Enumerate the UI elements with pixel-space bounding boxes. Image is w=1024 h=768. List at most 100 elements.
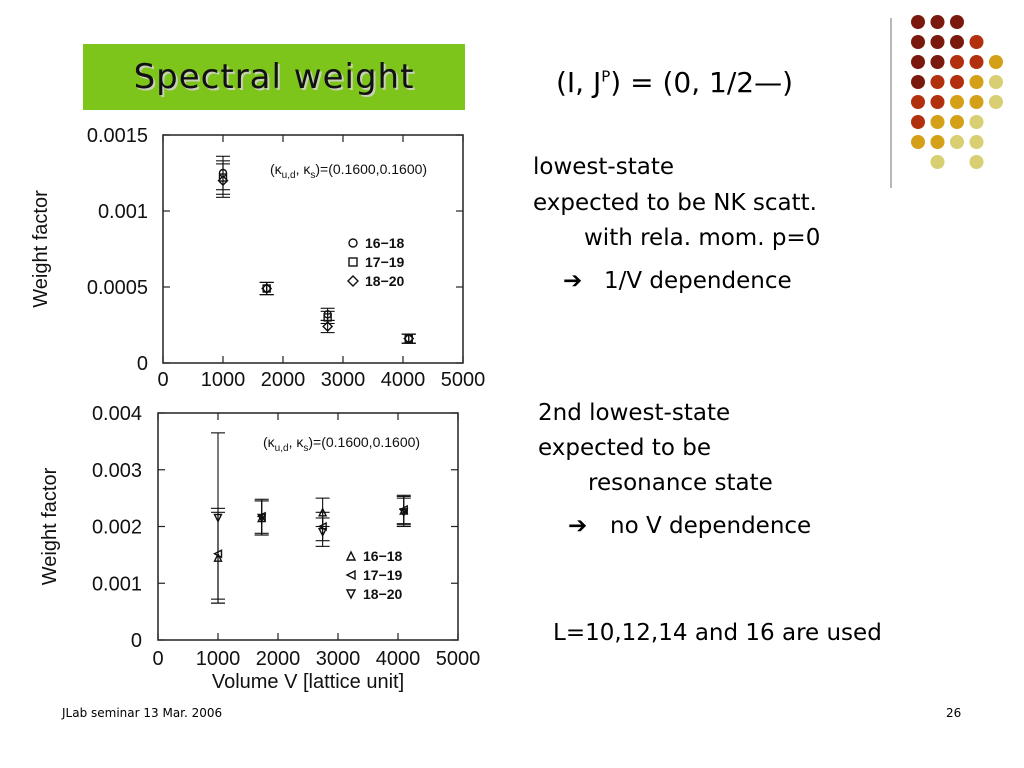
note2-conclusion: no V dependence [610, 513, 812, 539]
y-tick-label: 0.002 [92, 517, 142, 539]
decorative-dot [930, 155, 945, 169]
slide-number: 26 [946, 706, 962, 720]
quantum-numbers: (I, JP) = (0, 1/2—) [556, 66, 793, 99]
x-tick-label: 1000 [196, 648, 241, 670]
x-tick-label: 5000 [436, 648, 481, 670]
legend-label: 17−19 [363, 567, 403, 583]
note1-arrow-icon: ➔ [563, 268, 583, 294]
decorative-dot [950, 55, 964, 69]
decorative-dot [911, 135, 925, 149]
x-tick-label: 4000 [376, 648, 421, 670]
note3: L=10,12,14 and 16 are used [553, 620, 882, 646]
point-marker [261, 283, 273, 295]
title-box: Spectral weight [83, 44, 465, 110]
legend-label: 18−20 [363, 586, 403, 602]
legend-label: 17−19 [365, 254, 405, 270]
x-tick-label: 2000 [256, 648, 301, 670]
decorative-dot [969, 115, 984, 129]
plot-frame [162, 134, 464, 364]
x-axis-label: Volume V [lattice unit] [212, 671, 404, 693]
x-tick-label: 0 [157, 369, 168, 391]
decorative-dot [950, 75, 964, 89]
quantum-sup: P [601, 67, 611, 86]
note1-line2: expected to be NK scatt. [533, 190, 817, 216]
point-marker [345, 589, 357, 600]
y-axis-label: Weight factor [30, 190, 52, 308]
kappa-annotation: (κu,d, κs)=(0.1600,0.1600) [263, 434, 420, 454]
decorative-dot [930, 35, 945, 49]
point-marker [348, 257, 358, 267]
x-tick-label: 3000 [321, 369, 366, 391]
point-marker [213, 513, 223, 524]
x-tick-label: 3000 [316, 648, 361, 670]
slide-title: Spectral weight [133, 57, 415, 97]
point-marker [257, 513, 267, 524]
note2-line1: 2nd lowest-state [538, 400, 731, 426]
legend-label: 16−18 [365, 235, 405, 251]
decorative-dot [969, 135, 984, 149]
point-marker [347, 275, 359, 287]
y-tick-label: 0.0005 [87, 277, 148, 299]
decorative-dot [989, 75, 1003, 89]
note2-arrow-icon: ➔ [568, 513, 588, 539]
point-marker [318, 527, 328, 538]
y-tick-label: 0.004 [92, 403, 142, 425]
decorative-dot [969, 155, 984, 169]
decorative-dot [969, 75, 984, 89]
y-tick-label: 0.0015 [87, 125, 148, 147]
quantum-suffix: ) = (0, 1/2—) [610, 66, 794, 99]
point-marker [322, 321, 334, 333]
decorative-dot [930, 75, 945, 89]
x-tick-label: 0 [152, 648, 163, 670]
decorative-dot [930, 95, 945, 109]
decorative-dot [969, 35, 984, 49]
decorative-dot [969, 55, 984, 69]
decorative-dot [911, 75, 925, 89]
note1-conclusion: 1/V dependence [604, 268, 792, 294]
decorative-dot [911, 35, 925, 49]
point-marker [345, 550, 357, 561]
chart-2nd-lowest-state: 0 1000 2000 3000 4000 5000 0 0.001 0.002 0.003 0.0… [39, 403, 481, 693]
y-tick-label: 0.001 [98, 201, 148, 223]
divider-line [890, 18, 892, 188]
decorative-dot [950, 15, 964, 29]
note2-line3: resonance state [588, 470, 773, 496]
decorative-dot [989, 55, 1003, 69]
point-marker [403, 333, 415, 345]
y-tick-label: 0 [137, 353, 148, 375]
y-tick-label: 0.001 [92, 573, 142, 595]
note1-line1: lowest-state [533, 154, 674, 180]
decorative-dot [930, 15, 945, 29]
point-marker [345, 569, 356, 581]
decorative-dot [930, 135, 945, 149]
y-axis-label: Weight factor [39, 467, 61, 585]
decorative-dot [950, 135, 964, 149]
x-tick-label: 2000 [261, 369, 306, 391]
decorative-dot [950, 95, 964, 109]
legend-label: 16−18 [363, 548, 403, 564]
note1-line3: with rela. mom. p=0 [584, 225, 821, 251]
point-marker [217, 175, 229, 187]
x-tick-label: 5000 [441, 369, 486, 391]
footer-left: JLab seminar 13 Mar. 2006 [62, 706, 223, 720]
y-tick-label: 0.003 [92, 460, 142, 482]
decorative-dot [911, 55, 925, 69]
quantum-prefix: (I, J [556, 66, 602, 99]
kappa-annotation: (κu,d, κs)=(0.1600,0.1600) [270, 161, 427, 181]
y-tick-label: 0 [131, 630, 142, 652]
point-marker [399, 508, 409, 518]
decorative-dot [969, 95, 984, 109]
decorative-dot [911, 95, 925, 109]
decorative-dot [911, 15, 925, 29]
point-marker [348, 238, 358, 248]
decorative-dot [930, 115, 945, 129]
x-tick-label: 4000 [381, 369, 426, 391]
x-tick-label: 1000 [201, 369, 246, 391]
decorative-dot [950, 115, 964, 129]
decorative-dot [989, 95, 1003, 109]
note2-line2: expected to be [538, 435, 711, 461]
legend-label: 18−20 [365, 273, 405, 289]
chart-lowest-state: 0 1000 2000 3000 4000 5000 0 0.0005 0.001 0.0015 W… [30, 125, 486, 391]
decorative-dot [950, 35, 964, 49]
decorative-dots [911, 15, 1003, 169]
